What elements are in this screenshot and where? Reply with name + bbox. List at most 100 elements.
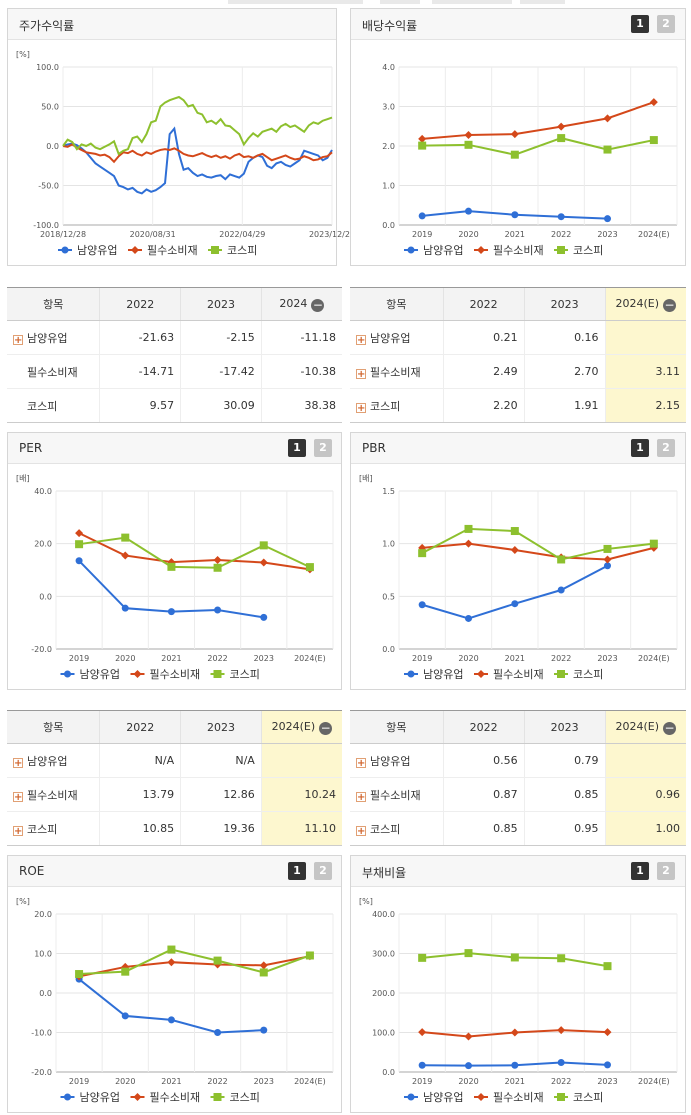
card-title: ROE xyxy=(19,864,45,878)
unit-label: [%] xyxy=(359,897,373,906)
column-header: 항목 xyxy=(7,288,100,321)
x-tick-label: 2024(E) xyxy=(638,1077,670,1086)
x-tick-label: 2020/08/31 xyxy=(130,230,176,239)
table-row: + 남양유업 -21.63 -2.15 -11.18 xyxy=(7,320,342,355)
data-point xyxy=(167,562,176,571)
row-label: + 필수소비재 xyxy=(7,777,100,812)
data-point xyxy=(418,1061,426,1069)
expand-icon[interactable]: + xyxy=(356,334,366,346)
tab-2[interactable]: 2 xyxy=(657,15,675,33)
column-header: 항목 xyxy=(7,711,100,744)
data-point xyxy=(557,122,566,131)
data-point xyxy=(649,98,658,107)
x-tick-label: 2022 xyxy=(551,230,571,239)
data-point xyxy=(464,539,473,548)
x-tick-label: 2022 xyxy=(551,1077,571,1086)
per-table: 항목 2022 2023 2024(E) − + 남양유업 N/A N/A + 필수소비재 13.79… xyxy=(7,710,342,846)
tab-1[interactable]: 1 xyxy=(631,439,649,457)
legend-label: 남양유업 xyxy=(80,1091,120,1104)
data-point xyxy=(557,1059,565,1067)
data-point xyxy=(305,951,314,960)
tab-1[interactable]: 1 xyxy=(631,862,649,880)
data-point xyxy=(557,1026,566,1035)
data-point xyxy=(418,141,427,150)
tab-1[interactable]: 1 xyxy=(288,862,306,880)
data-point xyxy=(260,613,268,621)
data-point xyxy=(259,558,268,567)
data-point xyxy=(465,207,472,215)
table-cell: -10.38 xyxy=(260,354,342,389)
row-label: + 코스피 xyxy=(13,822,58,837)
y-tick-label: 2.0 xyxy=(382,142,395,151)
column-header: 항목 xyxy=(350,711,444,744)
table-cell: 0.56 xyxy=(442,743,525,778)
table-cell: 1.00 xyxy=(604,811,686,845)
x-tick-label: 2023 xyxy=(597,230,617,239)
row-label: + 남양유업 xyxy=(350,743,444,778)
data-point xyxy=(121,551,130,560)
expand-icon[interactable]: + xyxy=(356,368,366,380)
expand-icon[interactable]: + xyxy=(13,825,23,837)
collapse-icon[interactable]: − xyxy=(663,720,677,735)
x-tick-label: 2020 xyxy=(115,654,135,663)
x-tick-label: 2021 xyxy=(505,230,525,239)
tab-1[interactable]: 1 xyxy=(631,15,649,33)
column-header: 2024(E) − xyxy=(604,711,686,744)
data-point xyxy=(603,962,612,971)
column-header: 2023 xyxy=(180,711,262,744)
table-cell: 0.21 xyxy=(442,320,525,355)
column-header: 2024(E) − xyxy=(260,711,342,744)
data-point xyxy=(121,967,130,976)
data-point xyxy=(604,562,611,570)
data-point xyxy=(465,614,472,622)
card-header: 주가수익률 xyxy=(8,9,336,40)
tab-1[interactable]: 1 xyxy=(288,439,306,457)
x-tick-label: 2024(E) xyxy=(638,654,670,663)
y-tick-label: 0.0 xyxy=(382,645,395,654)
dividend-yield-table: 항목 2022 2023 2024(E) − + 남양유업 0.21 0.16 + 필수소비재 2.4… xyxy=(350,287,686,423)
table-cell: 0.95 xyxy=(523,811,606,845)
row-label: 필수소비재 xyxy=(7,354,100,389)
data-point xyxy=(167,958,176,967)
table-cell: 9.57 xyxy=(99,388,181,422)
collapse-icon[interactable]: − xyxy=(319,720,333,735)
legend-label: 코스피 xyxy=(230,668,260,681)
tab-2[interactable]: 2 xyxy=(314,862,332,880)
collapse-icon[interactable]: − xyxy=(663,297,677,312)
table-cell: -21.63 xyxy=(99,320,181,355)
x-tick-label: 2023/12/28 xyxy=(309,230,355,239)
x-tick-label: 2022/04/29 xyxy=(219,230,265,239)
table-cell: 12.86 xyxy=(180,777,262,812)
expand-icon[interactable]: + xyxy=(356,825,366,837)
expand-icon[interactable]: + xyxy=(356,791,366,803)
tab-2[interactable]: 2 xyxy=(657,439,675,457)
per-chart: [배] 40.0 20.0 0.0 -20.0 2019 2020 2021 2022 2023 2… xyxy=(16,474,334,681)
expand-icon[interactable]: + xyxy=(356,402,366,414)
top-strip xyxy=(520,0,565,4)
data-point xyxy=(557,670,565,678)
data-point xyxy=(465,1062,472,1070)
expand-icon[interactable]: + xyxy=(13,334,23,346)
data-point xyxy=(510,953,519,962)
x-tick-label: 2019 xyxy=(412,654,432,663)
data-point xyxy=(133,670,142,678)
data-point xyxy=(557,954,566,963)
legend-label: 코스피 xyxy=(573,244,603,257)
y-tick-label: 50.0 xyxy=(41,103,59,112)
collapse-icon[interactable]: − xyxy=(311,297,325,312)
data-point xyxy=(511,600,519,608)
data-point xyxy=(557,134,566,143)
y-tick-label: 1.5 xyxy=(382,487,395,496)
tab-2[interactable]: 2 xyxy=(657,862,675,880)
card-title: 배당수익률 xyxy=(362,19,418,33)
table-cell: 3.11 xyxy=(604,354,686,389)
x-tick-label: 2020 xyxy=(458,1077,478,1086)
table-cell: 10.85 xyxy=(99,811,181,845)
expand-icon[interactable]: + xyxy=(13,791,23,803)
tab-2[interactable]: 2 xyxy=(314,439,332,457)
expand-icon[interactable]: + xyxy=(13,757,23,769)
legend-label: 필수소비재 xyxy=(150,668,201,681)
y-tick-label: 20.0 xyxy=(34,540,52,549)
expand-icon[interactable]: + xyxy=(356,757,366,769)
table-cell: N/A xyxy=(99,743,181,778)
